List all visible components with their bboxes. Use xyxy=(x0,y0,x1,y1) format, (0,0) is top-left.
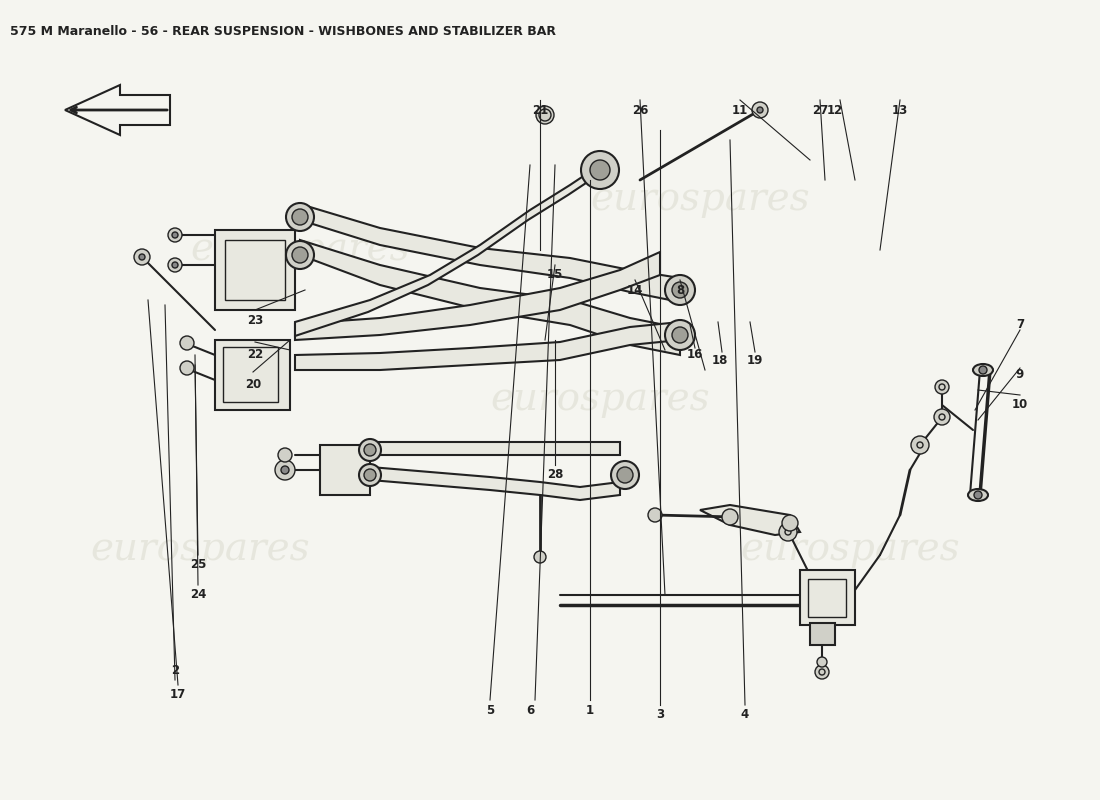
Circle shape xyxy=(280,466,289,474)
Text: 10: 10 xyxy=(1012,398,1028,411)
Text: eurospares: eurospares xyxy=(491,382,710,418)
Ellipse shape xyxy=(666,320,695,350)
Circle shape xyxy=(292,247,308,263)
Text: 7: 7 xyxy=(1016,318,1024,331)
Polygon shape xyxy=(700,505,800,535)
Text: 3: 3 xyxy=(656,709,664,722)
Ellipse shape xyxy=(666,275,695,305)
Circle shape xyxy=(722,509,738,525)
Text: 14: 14 xyxy=(627,283,644,297)
Ellipse shape xyxy=(286,203,313,231)
Circle shape xyxy=(672,282,688,298)
Ellipse shape xyxy=(536,106,554,124)
Circle shape xyxy=(275,460,295,480)
Text: 25: 25 xyxy=(190,558,206,571)
Polygon shape xyxy=(300,240,680,355)
Text: eurospares: eurospares xyxy=(591,182,810,218)
Circle shape xyxy=(752,102,768,118)
Text: 5: 5 xyxy=(486,703,494,717)
Polygon shape xyxy=(295,252,660,340)
Text: 8: 8 xyxy=(675,283,684,297)
Circle shape xyxy=(672,327,688,343)
Circle shape xyxy=(168,258,182,272)
Circle shape xyxy=(139,254,145,260)
Circle shape xyxy=(590,160,610,180)
Text: 6: 6 xyxy=(526,703,535,717)
Text: 20: 20 xyxy=(245,378,261,391)
Bar xyxy=(223,347,278,402)
Circle shape xyxy=(817,657,827,667)
Circle shape xyxy=(180,361,194,375)
Circle shape xyxy=(934,409,950,425)
Text: 9: 9 xyxy=(1016,369,1024,382)
Text: eurospares: eurospares xyxy=(740,531,960,569)
Text: 19: 19 xyxy=(747,354,763,366)
Circle shape xyxy=(935,380,949,394)
Bar xyxy=(320,445,370,495)
Text: 27: 27 xyxy=(812,103,828,117)
Circle shape xyxy=(364,469,376,481)
Text: 23: 23 xyxy=(246,314,263,326)
Circle shape xyxy=(648,508,662,522)
Circle shape xyxy=(974,491,982,499)
Bar xyxy=(808,579,846,617)
Text: 4: 4 xyxy=(741,709,749,722)
Ellipse shape xyxy=(359,464,381,486)
Text: 24: 24 xyxy=(190,589,206,602)
Circle shape xyxy=(911,436,930,454)
Text: 2: 2 xyxy=(170,663,179,677)
Circle shape xyxy=(979,366,987,374)
Text: 12: 12 xyxy=(827,103,843,117)
Circle shape xyxy=(815,665,829,679)
Ellipse shape xyxy=(610,461,639,489)
Bar xyxy=(810,623,835,645)
Circle shape xyxy=(757,107,763,113)
Text: 16: 16 xyxy=(686,349,703,362)
Polygon shape xyxy=(295,165,600,336)
Ellipse shape xyxy=(359,439,381,461)
Text: 22: 22 xyxy=(246,349,263,362)
Ellipse shape xyxy=(581,151,619,189)
Polygon shape xyxy=(370,442,620,455)
Text: 11: 11 xyxy=(732,103,748,117)
Circle shape xyxy=(292,209,308,225)
Bar xyxy=(214,230,295,310)
Circle shape xyxy=(534,551,546,563)
Text: 21: 21 xyxy=(532,103,548,117)
Circle shape xyxy=(782,515,797,531)
Circle shape xyxy=(779,523,798,541)
Ellipse shape xyxy=(974,364,993,376)
Text: eurospares: eurospares xyxy=(90,531,310,569)
Circle shape xyxy=(364,444,376,456)
Text: 13: 13 xyxy=(892,103,909,117)
Bar xyxy=(226,240,285,300)
Text: 26: 26 xyxy=(631,103,648,117)
Polygon shape xyxy=(295,322,680,370)
Circle shape xyxy=(180,336,194,350)
Polygon shape xyxy=(370,467,620,500)
Text: 17: 17 xyxy=(169,689,186,702)
Text: 18: 18 xyxy=(712,354,728,366)
Circle shape xyxy=(134,249,150,265)
Text: 1: 1 xyxy=(586,703,594,717)
Polygon shape xyxy=(300,204,680,302)
Text: 575 M Maranello - 56 - REAR SUSPENSION - WISHBONES AND STABILIZER BAR: 575 M Maranello - 56 - REAR SUSPENSION -… xyxy=(10,25,556,38)
Text: 28: 28 xyxy=(547,469,563,482)
Ellipse shape xyxy=(286,241,313,269)
Circle shape xyxy=(278,448,292,462)
Bar xyxy=(214,340,290,410)
Text: 15: 15 xyxy=(547,269,563,282)
Text: eurospares: eurospares xyxy=(190,231,410,269)
Ellipse shape xyxy=(968,489,988,501)
Circle shape xyxy=(168,228,182,242)
Circle shape xyxy=(617,467,632,483)
Circle shape xyxy=(172,232,178,238)
Circle shape xyxy=(172,262,178,268)
Bar xyxy=(800,570,855,625)
